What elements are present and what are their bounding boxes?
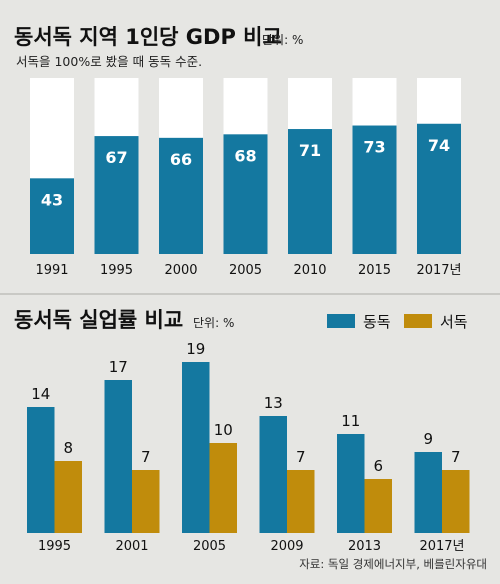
west-data-label: 6 <box>373 457 383 475</box>
gdp-data-label: 71 <box>299 141 321 160</box>
gdp-data-label: 67 <box>105 148 127 167</box>
gdp-plot-area: 43 1991 67 1995 66 2000 68 2005 71 2010 73 2015 74 20… <box>30 78 462 278</box>
gdp-data-label: 68 <box>234 146 256 165</box>
gdp-bar <box>288 129 332 254</box>
unemployment-x-tick-label: 2009 <box>270 539 303 554</box>
gdp-x-tick-label: 2015 <box>358 263 391 278</box>
source-note: 자료: 독일 경제에너지부, 베를린자유대 <box>299 557 487 571</box>
east-bar <box>337 434 365 533</box>
gdp-bar <box>30 178 74 254</box>
gdp-x-tick-label: 2005 <box>229 263 262 278</box>
east-data-label: 17 <box>109 358 128 376</box>
gdp-chart-unit: 단위: % <box>262 33 303 47</box>
gdp-data-label: 66 <box>170 150 192 169</box>
west-bar <box>209 443 237 533</box>
west-bar <box>364 479 392 533</box>
unemployment-x-tick-label: 2001 <box>115 539 148 554</box>
unemployment-plot-area: 1481995177200119102005137200911620139720… <box>27 340 470 554</box>
west-bar <box>442 470 470 533</box>
east-bar <box>182 362 210 533</box>
west-data-label: 7 <box>296 448 306 466</box>
gdp-bar <box>417 123 461 254</box>
gdp-data-label: 73 <box>363 138 385 157</box>
legend-label: 서독 <box>440 313 468 331</box>
unemployment-x-tick-label: 1995 <box>38 539 71 554</box>
gdp-bar <box>159 137 203 254</box>
west-bar <box>287 470 315 533</box>
east-data-label: 9 <box>423 430 433 448</box>
gdp-x-tick-label: 1991 <box>35 263 68 278</box>
gdp-x-tick-label: 2000 <box>164 263 197 278</box>
legend-swatch <box>327 314 355 328</box>
gdp-x-tick-label: 2010 <box>293 263 326 278</box>
east-data-label: 13 <box>264 394 283 412</box>
east-bar <box>259 416 287 533</box>
legend-swatch <box>404 314 432 328</box>
west-bar <box>54 461 82 533</box>
unemployment-x-tick-label: 2017년 <box>419 539 464 554</box>
west-data-label: 7 <box>451 448 461 466</box>
unemployment-x-tick-label: 2013 <box>348 539 381 554</box>
east-bar <box>27 407 55 533</box>
gdp-chart-subtitle: 서독을 100%로 봤을 때 동독 수준. <box>16 54 202 69</box>
gdp-data-label: 74 <box>428 136 450 155</box>
east-bar <box>104 380 132 533</box>
west-data-label: 7 <box>141 448 151 466</box>
legend-label: 동독 <box>363 313 391 331</box>
east-data-label: 14 <box>31 385 50 403</box>
east-data-label: 19 <box>186 340 205 358</box>
gdp-x-tick-label: 1995 <box>100 263 133 278</box>
east-bar <box>414 452 442 533</box>
west-bar <box>132 470 160 533</box>
unemployment-chart-unit: 단위: % <box>193 316 234 330</box>
gdp-bar <box>352 125 397 255</box>
gdp-data-label: 43 <box>41 190 63 209</box>
unemployment-x-tick-label: 2005 <box>193 539 226 554</box>
east-data-label: 11 <box>341 412 360 430</box>
west-data-label: 10 <box>214 421 233 439</box>
west-data-label: 8 <box>63 439 73 457</box>
gdp-bar <box>94 136 139 254</box>
gdp-bar <box>223 134 268 254</box>
gdp-chart-title: 동서독 지역 1인당 GDP 비교 <box>14 25 282 49</box>
legend: 동독 서독 <box>327 313 468 331</box>
unemployment-chart-title: 동서독 실업률 비교 <box>14 308 183 332</box>
gdp-x-tick-label: 2017년 <box>416 263 461 278</box>
